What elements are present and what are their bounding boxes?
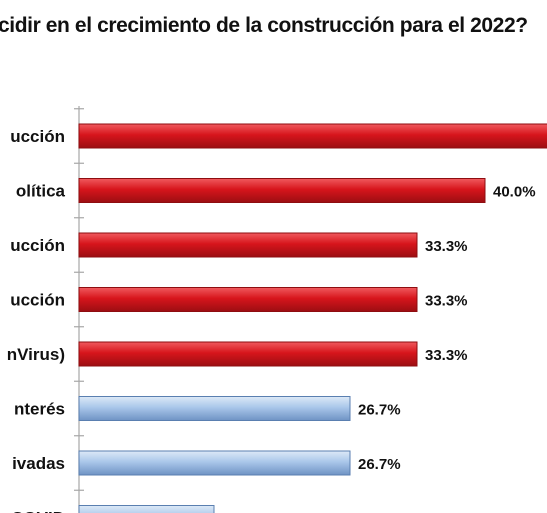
category-label: nterés [14, 400, 65, 419]
category-label: ivadas [12, 454, 65, 473]
value-label: 13.3% [222, 511, 265, 513]
value-label: 40.0% [493, 184, 536, 201]
bar [78, 341, 418, 367]
chart-title: cidir en el crecimiento de la construcci… [0, 14, 528, 37]
category-label: COVID [11, 509, 65, 513]
value-label: 33.3% [425, 347, 468, 364]
category-label: ucción [10, 127, 65, 146]
bar [78, 178, 486, 203]
category-label: olítica [16, 182, 66, 201]
bar [78, 287, 418, 312]
category-label: ucción [10, 291, 65, 310]
value-label: 33.3% [425, 293, 468, 310]
bar [78, 396, 351, 421]
bar [78, 232, 418, 258]
category-label: ucción [10, 236, 65, 255]
bar [78, 123, 547, 149]
value-label: 26.7% [358, 456, 401, 473]
bar [78, 505, 215, 513]
category-label: nVirus) [7, 345, 65, 364]
value-label: 26.7% [358, 402, 401, 419]
bar [78, 450, 351, 476]
value-label: 33.3% [425, 238, 468, 255]
